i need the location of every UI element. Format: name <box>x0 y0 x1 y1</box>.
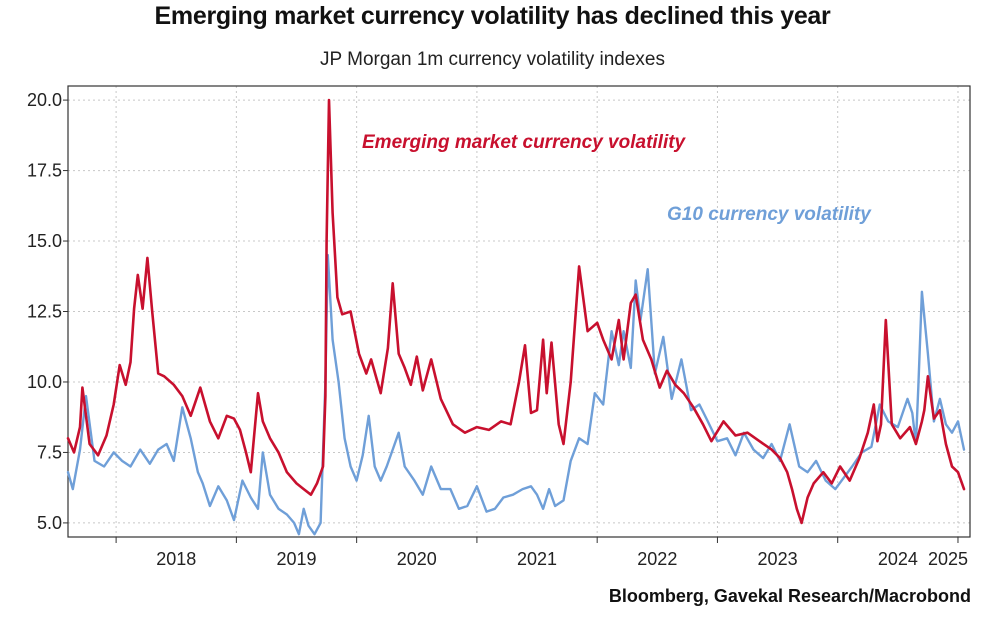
series-line-g10 <box>66 253 966 536</box>
y-tick-label: 12.5 <box>27 302 62 322</box>
x-tick-label: 2023 <box>758 549 798 569</box>
series-lines <box>66 98 966 536</box>
y-tick-label: 5.0 <box>37 513 62 533</box>
x-tick-label: 2019 <box>276 549 316 569</box>
chart-source: Bloomberg, Gavekal Research/Macrobond <box>608 586 971 606</box>
x-tick-label: 2021 <box>517 549 557 569</box>
y-tick-label: 7.5 <box>37 442 62 462</box>
y-tick-label: 10.0 <box>27 372 62 392</box>
grid <box>68 86 970 537</box>
y-tick-label: 17.5 <box>27 161 62 181</box>
x-axis: 2018 2019 2020 2021 2022 2023 2024 2025 <box>115 537 968 569</box>
x-tick-label: 2020 <box>397 549 437 569</box>
x-tick-label: 2024 <box>878 549 918 569</box>
x-tick-label: 2022 <box>637 549 677 569</box>
y-tick-label: 15.0 <box>27 231 62 251</box>
chart-title: Emerging market currency volatility has … <box>154 2 831 30</box>
y-axis: 5.0 7.5 10.0 12.5 15.0 17.5 20.0 <box>27 90 68 533</box>
x-tick-label: 2025 <box>928 549 968 569</box>
y-tick-label: 20.0 <box>27 90 62 110</box>
chart-subtitle: JP Morgan 1m currency volatility indexes <box>320 49 665 70</box>
series-line-em <box>66 98 966 525</box>
em-series-annotation: Emerging market currency volatility <box>362 132 687 153</box>
g10-series-annotation: G10 currency volatility <box>667 204 872 225</box>
x-tick-label: 2018 <box>156 549 196 569</box>
